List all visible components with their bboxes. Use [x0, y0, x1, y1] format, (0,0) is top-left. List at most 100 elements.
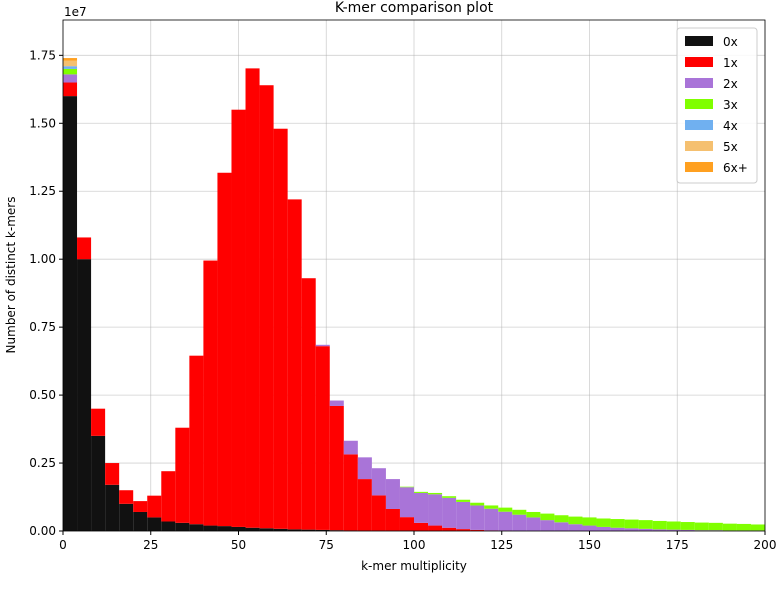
legend-label: 5x [723, 140, 738, 154]
legend-label: 1x [723, 56, 738, 70]
y-scale-label: 1e7 [64, 5, 87, 19]
bar [526, 517, 540, 531]
y-tick-label: 0.00 [29, 524, 56, 538]
bar [512, 510, 526, 515]
x-tick-label: 0 [59, 538, 67, 552]
bar [540, 514, 554, 521]
bar [442, 498, 456, 528]
bar [189, 356, 203, 525]
bar [316, 346, 330, 530]
x-tick-label: 100 [403, 538, 426, 552]
bar [63, 66, 77, 69]
bar [260, 528, 274, 531]
bar [442, 528, 456, 531]
bar [260, 85, 274, 528]
bar [386, 509, 400, 531]
bar [456, 502, 470, 529]
bar [231, 527, 245, 531]
y-tick-label: 0.75 [29, 320, 56, 334]
bar [414, 523, 428, 531]
bar [582, 517, 596, 525]
bar [91, 436, 105, 531]
bar [582, 526, 596, 531]
legend-swatch [685, 120, 713, 130]
x-tick-label: 175 [666, 538, 689, 552]
bar [372, 495, 386, 530]
bar [470, 503, 484, 506]
chart-title: K-mer comparison plot [335, 0, 494, 16]
bar [316, 345, 330, 346]
x-tick-label: 200 [754, 538, 777, 552]
legend-label: 6x+ [723, 161, 748, 175]
legend-label: 3x [723, 98, 738, 112]
bar [63, 96, 77, 531]
bar [597, 518, 611, 526]
bar [498, 508, 512, 512]
bar [695, 523, 709, 531]
bar [653, 521, 667, 529]
bar [611, 528, 625, 531]
bar [751, 524, 765, 530]
bar [400, 487, 414, 517]
bar [358, 457, 372, 479]
y-axis-label: Number of distinct k-mers [4, 197, 18, 354]
x-tick-label: 125 [490, 538, 513, 552]
legend-label: 2x [723, 77, 738, 91]
bar [428, 493, 442, 494]
bar [554, 515, 568, 522]
bar [119, 504, 133, 531]
bar [105, 485, 119, 531]
bar [428, 494, 442, 525]
bar [414, 493, 428, 523]
bar [639, 520, 653, 529]
bar [568, 517, 582, 525]
bar [667, 521, 681, 529]
bar [105, 463, 119, 485]
bar [372, 468, 386, 495]
bar [625, 520, 639, 529]
bar [540, 520, 554, 531]
x-tick-label: 50 [231, 538, 246, 552]
bar [512, 515, 526, 531]
bar [189, 524, 203, 531]
bar [611, 519, 625, 528]
bar [161, 471, 175, 521]
bar [625, 528, 639, 531]
x-tick-label: 75 [319, 538, 334, 552]
bar [203, 261, 217, 526]
bar [568, 524, 582, 531]
bar [288, 199, 302, 529]
bar [77, 237, 91, 259]
y-tick-label: 0.50 [29, 388, 56, 402]
legend-label: 4x [723, 119, 738, 133]
bar [231, 110, 245, 527]
y-tick-label: 1.00 [29, 252, 56, 266]
bar [63, 61, 77, 66]
bar [484, 505, 498, 508]
bar [63, 83, 77, 97]
bar [442, 496, 456, 498]
bar [484, 509, 498, 531]
bar [554, 522, 568, 531]
bar [119, 490, 133, 504]
bar [63, 58, 77, 61]
bar [709, 523, 723, 530]
bar [414, 492, 428, 493]
bar [498, 512, 512, 531]
legend-swatch [685, 78, 713, 88]
y-tick-label: 0.25 [29, 456, 56, 470]
legend-swatch [685, 36, 713, 46]
bar [470, 505, 484, 529]
bar [344, 441, 358, 455]
bar [330, 406, 344, 530]
bar [203, 526, 217, 531]
bar [246, 68, 260, 527]
x-tick-label: 25 [143, 538, 158, 552]
legend-swatch [685, 99, 713, 109]
bar [91, 409, 105, 436]
y-tick-label: 1.50 [29, 116, 56, 130]
bar [133, 501, 147, 512]
bar [161, 521, 175, 531]
